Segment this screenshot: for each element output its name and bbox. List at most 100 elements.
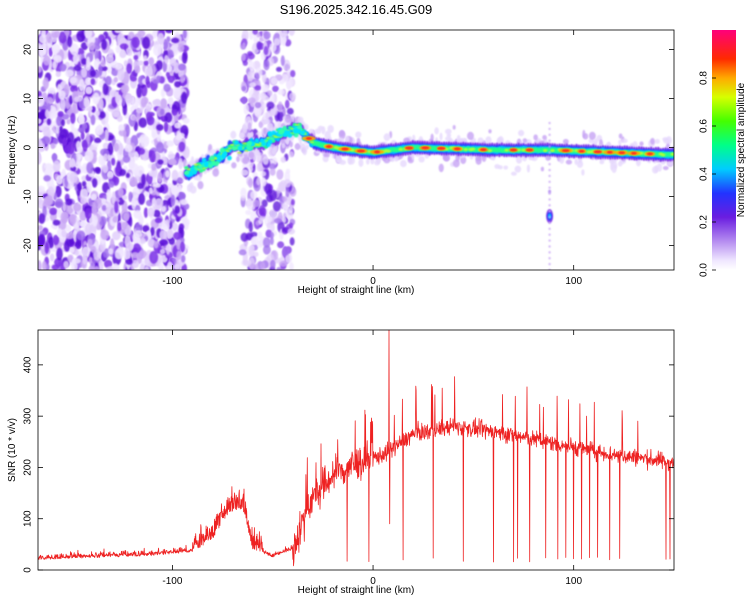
noise-blob <box>167 159 177 165</box>
noise-blob <box>65 202 74 215</box>
noise-blob <box>90 114 96 126</box>
noise-blob <box>178 223 185 231</box>
noise-blob <box>107 170 114 179</box>
noise-blob <box>143 55 148 61</box>
noise-blob <box>246 198 253 210</box>
noise-blob <box>159 239 168 246</box>
faint-blob <box>321 126 326 135</box>
noise-blob <box>59 63 67 72</box>
noise-blob <box>173 231 182 240</box>
faint-blob <box>526 164 531 173</box>
noise-blob <box>290 198 295 206</box>
faint-blob <box>248 151 255 159</box>
noise-blob <box>146 116 155 126</box>
noise-blob <box>152 99 161 106</box>
noise-blob <box>80 67 88 78</box>
noise-blob <box>52 138 59 145</box>
noise-blob <box>124 144 133 153</box>
noise-blob <box>52 219 61 226</box>
noise-blob <box>262 72 267 83</box>
faint-blob <box>639 141 644 147</box>
noise-blob <box>86 181 92 194</box>
noise-blob <box>38 111 46 119</box>
noise-blob <box>173 85 181 99</box>
noise-blob <box>131 259 139 269</box>
faint-blob <box>263 118 271 125</box>
signal-spot <box>237 145 243 151</box>
faint-blob <box>370 157 375 165</box>
noise-blob <box>73 96 83 102</box>
noise-blob <box>112 231 121 241</box>
noise-blob <box>131 115 137 121</box>
noise-blob <box>132 186 139 199</box>
noise-blob <box>269 42 277 53</box>
noise-blob <box>144 266 150 270</box>
noise-blob <box>63 260 69 269</box>
signal-band <box>237 151 242 154</box>
noise-blob <box>290 69 296 78</box>
noise-blob <box>38 185 46 193</box>
noise-blob <box>64 224 72 232</box>
faint-blob <box>327 124 334 133</box>
noise-blob <box>79 221 84 228</box>
noise-blob <box>101 39 107 50</box>
noise-blob <box>166 140 175 147</box>
noise-blob <box>71 258 81 264</box>
noise-blob <box>137 182 145 190</box>
x-tick-label: 100 <box>565 276 582 287</box>
snr-ylabel: SNR (10 * v/v) <box>7 418 18 482</box>
noise-blob <box>160 98 167 110</box>
noise-blob <box>99 216 107 226</box>
noise-blob <box>118 124 125 131</box>
faint-blob <box>365 158 370 165</box>
noise-blob <box>66 132 75 145</box>
y-tick-label: 200 <box>23 459 34 476</box>
streak <box>548 198 551 201</box>
noise-blob <box>68 214 76 226</box>
noise-blob <box>61 168 66 179</box>
faint-blob <box>325 152 330 158</box>
noise-blob <box>93 137 102 144</box>
noise-blob <box>263 45 269 56</box>
faint-blob <box>253 149 260 157</box>
noise-blob <box>167 49 174 60</box>
faint-blob <box>518 129 525 137</box>
noise-blob <box>118 142 124 156</box>
hot-spot-core <box>618 151 626 155</box>
noise-blob <box>42 77 49 90</box>
noise-blob <box>245 209 252 216</box>
noise-blob <box>259 207 267 217</box>
noise-blob <box>54 30 60 38</box>
noise-blob <box>38 66 43 73</box>
faint-blob <box>430 133 434 142</box>
faint-blob <box>467 131 474 141</box>
noise-blob <box>44 195 54 206</box>
noise-blob <box>254 73 260 82</box>
noise-blob <box>38 34 48 44</box>
noise-blob <box>240 187 247 199</box>
noise-blob <box>111 157 116 166</box>
noise-blob <box>77 115 86 125</box>
noise-blob <box>99 111 106 119</box>
faint-blob <box>358 158 364 167</box>
noise-blob <box>142 36 151 50</box>
signal-spot <box>287 132 293 138</box>
noise-blob <box>288 206 294 214</box>
noise-blob <box>78 78 85 92</box>
noise-blob <box>177 43 185 53</box>
signal-spot <box>209 155 215 161</box>
hot-spot-core <box>525 148 534 152</box>
noise-blob <box>249 264 257 270</box>
noise-blob <box>269 168 276 176</box>
noise-blob <box>46 96 54 105</box>
hot-spot-core <box>405 146 414 150</box>
noise-blob <box>256 177 261 186</box>
noise-blob <box>100 229 110 241</box>
signal-spot <box>232 146 237 152</box>
y-tick-label: 0 <box>23 567 34 573</box>
noise-blob <box>38 260 42 270</box>
faint-blob <box>452 125 456 130</box>
noise-blob <box>263 59 270 71</box>
faint-blob <box>477 137 484 145</box>
signal-band <box>386 149 391 153</box>
